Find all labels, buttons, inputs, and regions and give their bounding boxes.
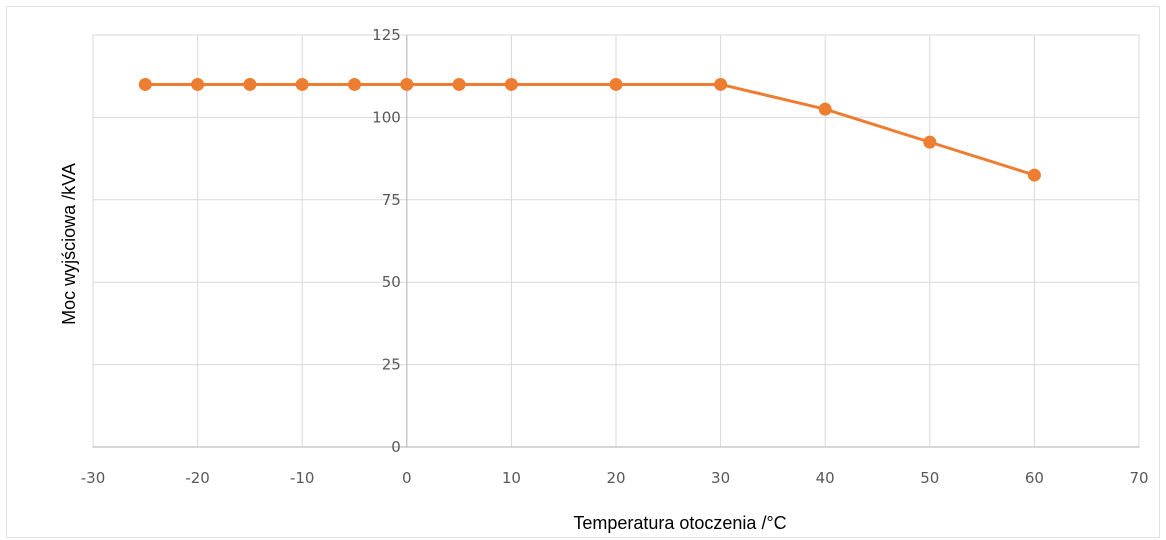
x-tick-label: -20 [185, 469, 210, 487]
x-tick-label: 70 [1129, 469, 1148, 487]
x-tick-label: 10 [502, 469, 521, 487]
axes [93, 35, 1139, 448]
x-tick-label: 60 [1025, 469, 1044, 487]
series-group [138, 77, 1041, 182]
x-tick-label: 20 [606, 469, 625, 487]
data-point [400, 77, 414, 91]
data-point [243, 77, 257, 91]
series-line [145, 82, 1035, 177]
x-tick-label: 0 [402, 469, 412, 487]
y-tick-labels: 0 25 50 75 100 125 [372, 26, 401, 456]
data-point [818, 102, 832, 116]
y-tick-label: 50 [382, 273, 401, 291]
y-tick-label: 125 [372, 26, 401, 44]
x-tick-label: 30 [711, 469, 730, 487]
x-tick-label: 50 [920, 469, 939, 487]
y-tick-label: 25 [382, 356, 401, 374]
data-point [138, 77, 152, 91]
data-point [923, 135, 937, 149]
y-axis-title: Moc wyjściowa /kVA [59, 163, 79, 325]
x-tick-labels: -30 -20 -10 0 10 20 30 40 50 60 70 [81, 469, 1149, 487]
y-tick-label: 0 [391, 438, 401, 456]
data-point [504, 77, 518, 91]
data-point [191, 77, 205, 91]
x-axis-title: Temperatura otoczenia /°C [573, 513, 786, 533]
data-point [714, 77, 728, 91]
data-point [1027, 168, 1041, 182]
data-point [452, 77, 466, 91]
x-tick-label: -10 [290, 469, 315, 487]
chart-frame [6, 6, 1160, 538]
y-tick-label: 100 [372, 108, 401, 126]
x-tick-label: -30 [81, 469, 106, 487]
gridlines [92, 34, 1140, 448]
data-point [348, 77, 361, 91]
x-tick-label: 40 [816, 469, 835, 487]
data-point [295, 77, 309, 91]
data-point [609, 77, 623, 91]
y-tick-label: 75 [382, 191, 401, 209]
